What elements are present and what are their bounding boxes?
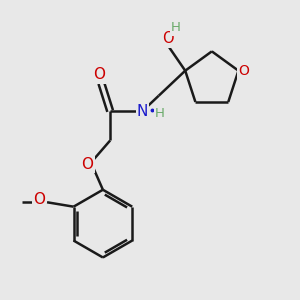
Text: O: O [82,157,94,172]
Text: O: O [238,64,249,78]
Text: O: O [162,32,173,46]
Text: N: N [137,103,148,118]
Text: H: H [171,22,181,34]
Text: O: O [33,192,45,207]
Text: H: H [155,107,165,120]
Text: O: O [93,67,105,82]
